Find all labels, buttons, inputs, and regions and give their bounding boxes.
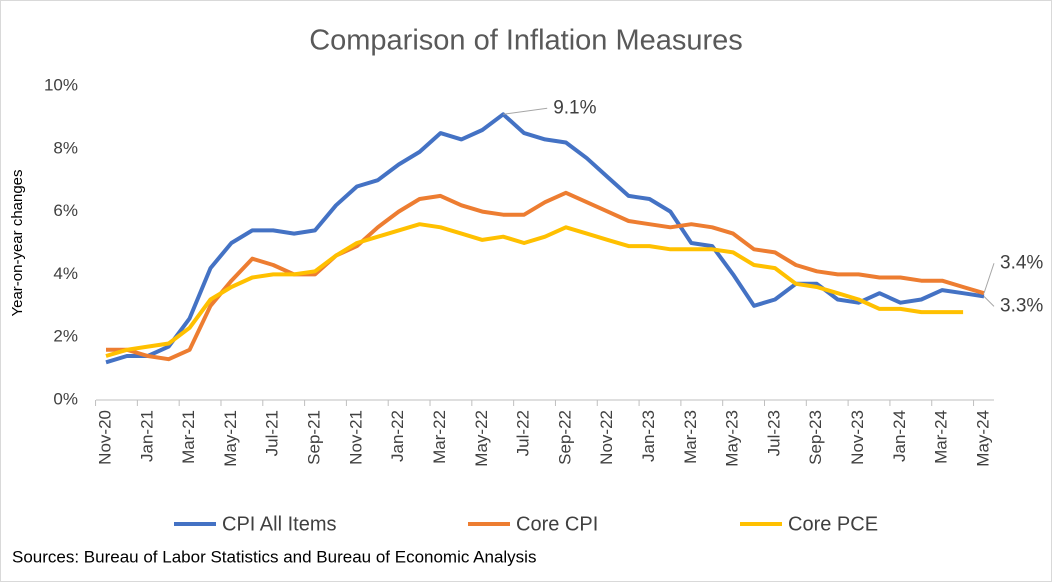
x-tick-label: Jan-22	[388, 410, 407, 462]
x-tick-label: Sep-21	[305, 410, 324, 465]
x-tick-label: Sep-23	[806, 410, 825, 465]
x-tick-label: Sep-22	[555, 410, 574, 465]
x-tick-label: Jul-21	[263, 410, 282, 456]
x-tick-label: May-22	[472, 410, 491, 467]
x-tick-label: May-23	[723, 410, 742, 467]
legend-label: CPI All Items	[222, 513, 336, 535]
x-tick-label: Mar-24	[932, 410, 951, 464]
y-tick-label: 6%	[53, 201, 78, 220]
leader-line	[983, 296, 995, 307]
legend-label: Core PCE	[788, 513, 878, 535]
legend-label: Core CPI	[516, 513, 598, 535]
x-tick-label: Nov-22	[597, 410, 616, 465]
data-label: 3.3%	[1000, 295, 1043, 316]
x-tick-label: Mar-23	[681, 410, 700, 464]
y-axis-label: Year-on-year changes	[9, 169, 26, 316]
x-tick-label: Jul-22	[514, 410, 533, 456]
x-tick-label: Nov-20	[95, 410, 114, 465]
x-tick-label: Jan-24	[890, 410, 909, 462]
series-line	[106, 190, 985, 362]
series-line	[105, 112, 985, 365]
x-tick-label: Jan-23	[639, 410, 658, 462]
source-note: Sources: Bureau of Labor Statistics and …	[12, 547, 536, 566]
y-tick-label: 4%	[53, 264, 78, 283]
y-tick-label: 2%	[53, 327, 78, 346]
x-tick-label: Nov-23	[848, 410, 867, 465]
x-tick-label: Nov-21	[346, 410, 365, 465]
leader-line	[503, 107, 548, 115]
data-label: 3.4%	[1000, 252, 1043, 273]
leader-line	[983, 263, 995, 294]
data-label: 9.1%	[553, 97, 596, 118]
x-tick-label: Mar-22	[430, 410, 449, 464]
x-tick-label: May-21	[221, 410, 240, 467]
x-tick-label: Jul-23	[764, 410, 783, 456]
y-tick-label: 8%	[53, 138, 78, 157]
y-tick-label: 0%	[53, 389, 78, 408]
x-tick-label: May-24	[973, 410, 992, 467]
y-tick-label: 10%	[44, 75, 78, 94]
chart-title: Comparison of Inflation Measures	[309, 25, 743, 57]
series-line	[105, 222, 964, 358]
x-tick-label: Jan-21	[137, 410, 156, 462]
x-tick-label: Mar-21	[179, 410, 198, 464]
